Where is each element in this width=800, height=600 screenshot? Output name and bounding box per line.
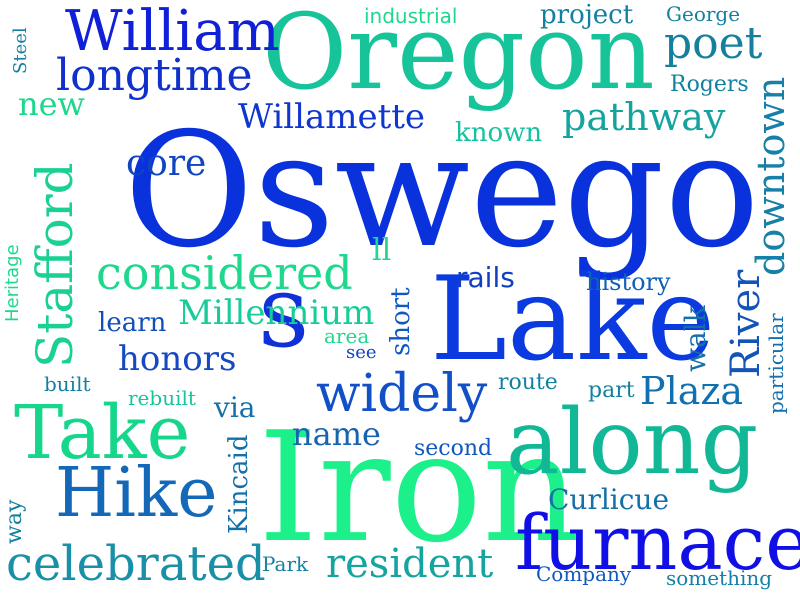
word-honors: honors	[118, 339, 237, 379]
word-heritage: Heritage	[2, 244, 23, 322]
word-curlicue: project	[540, 0, 634, 30]
word-way: way	[2, 499, 27, 544]
word-celebrated: celebrated	[6, 536, 266, 592]
word-oswego: Oswego	[124, 99, 760, 283]
word-lake: Lake	[430, 252, 716, 387]
word-river: River	[723, 269, 769, 378]
word-george: George	[666, 2, 741, 26]
word-park: Park	[262, 552, 309, 576]
word-project: walk	[679, 305, 712, 372]
word-second: second	[414, 436, 493, 461]
word-poet: poet	[664, 18, 763, 69]
word-short: short	[386, 287, 416, 356]
word-ll: ll	[372, 233, 392, 268]
word-name: name	[292, 415, 381, 453]
word-something: something	[666, 566, 773, 590]
word-industrial: industrial	[364, 4, 458, 28]
word-oregon: Oregon	[262, 0, 655, 113]
word-along: along	[506, 390, 759, 495]
word-millennium: Curlicue	[548, 483, 670, 516]
word-s: s	[258, 253, 310, 370]
word-history: history	[586, 268, 671, 296]
word-known: known	[455, 118, 543, 148]
word-pathway: pathway	[562, 95, 726, 139]
word-willamette: Willamette	[238, 97, 426, 137]
word-route: route	[498, 370, 558, 395]
word-kincaid: Kincaid	[224, 434, 254, 534]
word-see: see	[346, 342, 377, 363]
word-widely: widely	[316, 364, 488, 424]
word-rails: core	[126, 143, 207, 184]
word-learn: learn	[98, 308, 167, 338]
word-considered: considered	[96, 246, 353, 300]
word-rogers: Rogers	[670, 72, 749, 97]
word-via: via	[214, 391, 256, 424]
word-built: built	[44, 372, 91, 396]
word-furnace: furnace	[515, 498, 800, 587]
word-iron: Iron	[258, 399, 581, 576]
word-part: part	[588, 378, 635, 403]
word-steel: Steel	[10, 27, 31, 74]
word-particular: particular	[764, 313, 788, 414]
word-downtown: downtown	[749, 76, 793, 276]
word-rebuilt: rebuilt	[128, 386, 196, 410]
word-walk: Plaza	[640, 369, 744, 413]
word-company: Company	[536, 562, 632, 586]
word-hike: Hike	[55, 454, 218, 533]
word-area: area	[324, 324, 370, 348]
word-resident: resident	[326, 541, 494, 587]
word-stafford: Stafford	[26, 162, 84, 368]
word-take: Take	[14, 390, 191, 476]
word-new: Millennium	[178, 293, 375, 333]
word-plaza: rails	[456, 261, 515, 294]
word-william: William	[65, 0, 280, 64]
word-core: new	[18, 85, 85, 123]
word-longtime: longtime	[56, 50, 253, 101]
